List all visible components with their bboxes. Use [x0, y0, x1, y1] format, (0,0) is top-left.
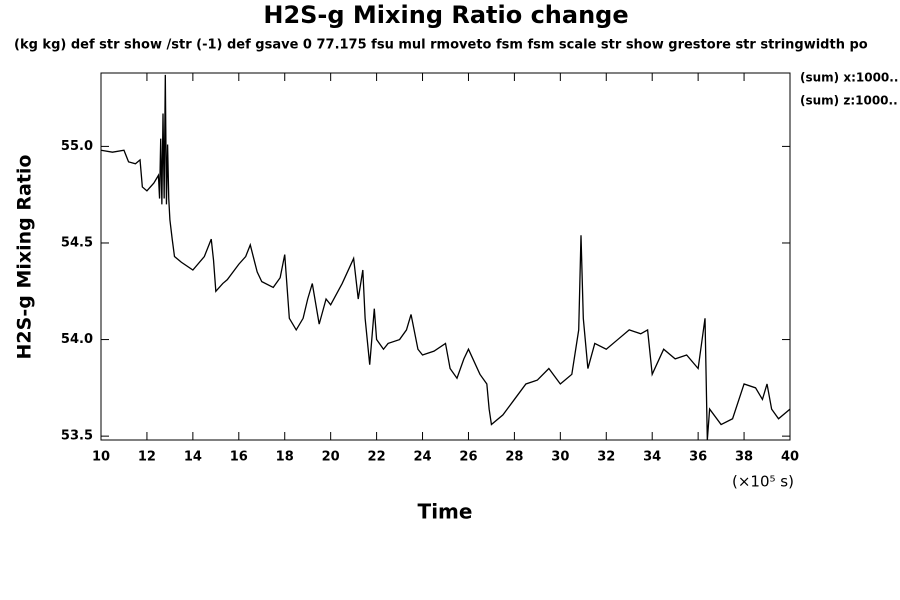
x-tick-label: 18	[276, 450, 294, 465]
y-axis-label: H2S-g Mixing Ratio	[14, 155, 36, 360]
x-tick-label: 16	[230, 450, 248, 465]
x-tick-label: 40	[781, 450, 799, 465]
y-tick-label: 54.5	[61, 235, 93, 250]
plot-frame	[100, 72, 791, 441]
chart-subtitle: (kg kg) def str show /str (-1) def gsave…	[14, 38, 868, 53]
y-tick-label: 54.0	[61, 332, 93, 347]
x-tick-label: 24	[413, 450, 431, 465]
annotation: (sum) z:1000..	[800, 94, 898, 108]
x-axis-unit: (×10⁵ s)	[732, 473, 794, 491]
x-tick-label: 34	[643, 450, 661, 465]
x-tick-label: 14	[184, 450, 202, 465]
x-axis-label: Time	[418, 500, 473, 524]
x-tick-label: 20	[322, 450, 340, 465]
x-tick-label: 30	[551, 450, 569, 465]
y-tick-label: 55.0	[61, 139, 93, 154]
x-tick-label: 22	[368, 450, 386, 465]
data-line	[101, 74, 790, 440]
x-tick-label: 26	[459, 450, 477, 465]
x-tick-label: 12	[138, 450, 156, 465]
x-tick-label: 32	[597, 450, 615, 465]
x-tick-label: 38	[735, 450, 753, 465]
x-tick-label: 28	[505, 450, 523, 465]
x-tick-label: 36	[689, 450, 707, 465]
y-tick-label: 53.5	[61, 429, 93, 444]
x-tick-label: 10	[92, 450, 110, 465]
annotation: (sum) x:1000..	[800, 71, 898, 85]
chart-title: H2S-g Mixing Ratio change	[263, 1, 628, 29]
